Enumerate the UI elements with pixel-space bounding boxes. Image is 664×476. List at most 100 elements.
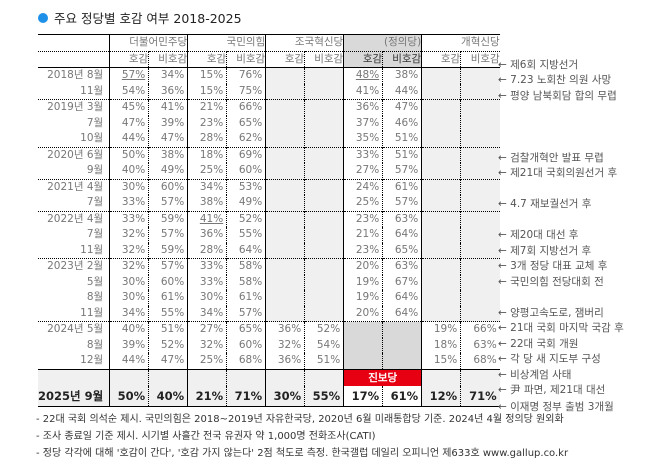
party-header-reform: 개혁신당 (421, 34, 500, 51)
event-annotation: ← 각 당 새 지도부 구성 (498, 353, 601, 365)
event-annotation: ← 제7회 지방선거 후 (498, 245, 592, 257)
favorable-value: 21% (187, 385, 227, 407)
favorable-value: 33% (187, 258, 227, 275)
favorable-value: 45% (109, 99, 149, 116)
unfavorable-value (382, 321, 422, 338)
unfavorable-value: 66% (460, 321, 500, 338)
favorable-value: 38% (187, 195, 227, 211)
sub-header-favorable: 호감 (265, 50, 305, 68)
spacer-cell (265, 368, 305, 386)
unfavorable-value (304, 131, 344, 147)
unfavorable-value (460, 290, 500, 306)
table-row: 12월 44% 47% 25% 68% 36% 51% 15% 68% (38, 353, 500, 369)
favorable-value: 40% (109, 163, 149, 179)
unfavorable-value (460, 67, 500, 84)
unfavorable-value: 68% (460, 353, 500, 369)
table-row: 7월 33% 57% 38% 49% 25% 57% (38, 195, 500, 211)
favorable-value: 54% (109, 83, 149, 100)
favorable-value: 30% (187, 290, 227, 306)
favorable-value: 33% (343, 146, 383, 163)
period-label: 10월 (80, 132, 104, 144)
unfavorable-value: 57% (382, 163, 422, 179)
bullet-dot-icon (38, 12, 48, 23)
jinbo-party-label: 진보당 (343, 368, 422, 386)
favorable-value: 36% (265, 321, 305, 338)
favorable-value (265, 83, 305, 100)
unfavorable-value (460, 210, 500, 227)
sub-header-favorable: 호감 (343, 50, 383, 68)
unfavorable-value (460, 242, 500, 259)
unfavorable-value (460, 227, 500, 243)
favorable-value: 30% (109, 290, 149, 306)
unfavorable-value: 55% (304, 385, 344, 407)
unfavorable-value: 46% (382, 115, 422, 131)
unfavorable-value (382, 337, 422, 353)
favorable-value (421, 290, 461, 306)
table-row: 8월 30% 61% 30% 61% 19% 64% (38, 290, 500, 306)
unfavorable-value (304, 227, 344, 243)
table-row: 7월 32% 57% 36% 55% 21% 64% (38, 227, 500, 243)
favorable-value: 40% (109, 321, 149, 338)
unfavorable-value (460, 195, 500, 211)
spacer-cell (460, 368, 500, 386)
spacer-cell (421, 368, 461, 386)
unfavorable-value (304, 115, 344, 131)
favorable-value: 36% (187, 227, 227, 243)
unfavorable-value: 65% (382, 242, 422, 259)
event-annotation: ← 제21대 국회의원선거 후 (498, 167, 618, 179)
unfavorable-value (460, 83, 500, 100)
period-label: 2025년 9월 (38, 385, 110, 407)
unfavorable-value: 47% (148, 353, 188, 369)
unfavorable-value: 51% (382, 131, 422, 147)
period-label: 2020년 6월 (38, 146, 110, 163)
event-annotation: ← 21대 국회 마지막 국감 후 (498, 322, 624, 334)
favorable-value (421, 99, 461, 116)
spacer-cell (109, 368, 149, 386)
favorable-value: 30% (265, 385, 305, 407)
party-header-democratic: 더불어민주당 (109, 34, 188, 51)
favorable-value (265, 99, 305, 116)
unfavorable-value: 34% (148, 67, 188, 84)
favorable-value: 33% (109, 210, 149, 227)
unfavorable-value (304, 258, 344, 275)
table-row: 11월 34% 55% 34% 57% 20% 64% (38, 305, 500, 322)
unfavorable-value (304, 163, 344, 179)
unfavorable-value: 52% (304, 321, 344, 338)
unfavorable-value (460, 163, 500, 179)
footnotes: - 22대 국회 의석순 제시. 국민의힘은 2018~2019년 자유한국당,… (36, 411, 568, 462)
favorable-value: 37% (343, 115, 383, 131)
favorable-value (265, 242, 305, 259)
unfavorable-value (304, 178, 344, 195)
favorable-value (265, 227, 305, 243)
favorable-value (421, 178, 461, 195)
period-label: 2023년 2월 (38, 258, 110, 275)
favorable-value: 44% (109, 353, 149, 369)
favorable-value (421, 67, 461, 84)
period-label: 2019년 3월 (38, 99, 110, 116)
unfavorable-value (460, 258, 500, 275)
favorable-value (265, 305, 305, 322)
favorable-value (265, 274, 305, 290)
favorable-value: 27% (343, 163, 383, 179)
favorable-value: 20% (343, 258, 383, 275)
unfavorable-value: 57% (382, 195, 422, 211)
favorable-value: 34% (109, 305, 149, 322)
favorable-value: 25% (187, 163, 227, 179)
period-label: 7월 (86, 228, 104, 240)
unfavorable-value (304, 146, 344, 163)
unfavorable-value: 64% (382, 305, 422, 322)
favorable-value: 17% (343, 385, 383, 407)
table-row: 2018년 8월 57% 34% 15% 76% 48% 38% (38, 67, 500, 84)
unfavorable-value: 47% (382, 99, 422, 116)
unfavorable-value (304, 99, 344, 116)
unfavorable-value: 58% (226, 274, 266, 290)
favorable-value (421, 242, 461, 259)
favorable-value: 34% (187, 178, 227, 195)
favorable-value (265, 210, 305, 227)
unfavorable-value: 57% (148, 227, 188, 243)
unfavorable-value (304, 242, 344, 259)
table-row: 2021년 4월 30% 60% 34% 53% 24% 61% (38, 178, 500, 195)
table-row: 2020년 6월 50% 38% 18% 69% 33% 51% (38, 146, 500, 163)
favorable-value: 32% (109, 242, 149, 259)
unfavorable-value: 49% (226, 195, 266, 211)
